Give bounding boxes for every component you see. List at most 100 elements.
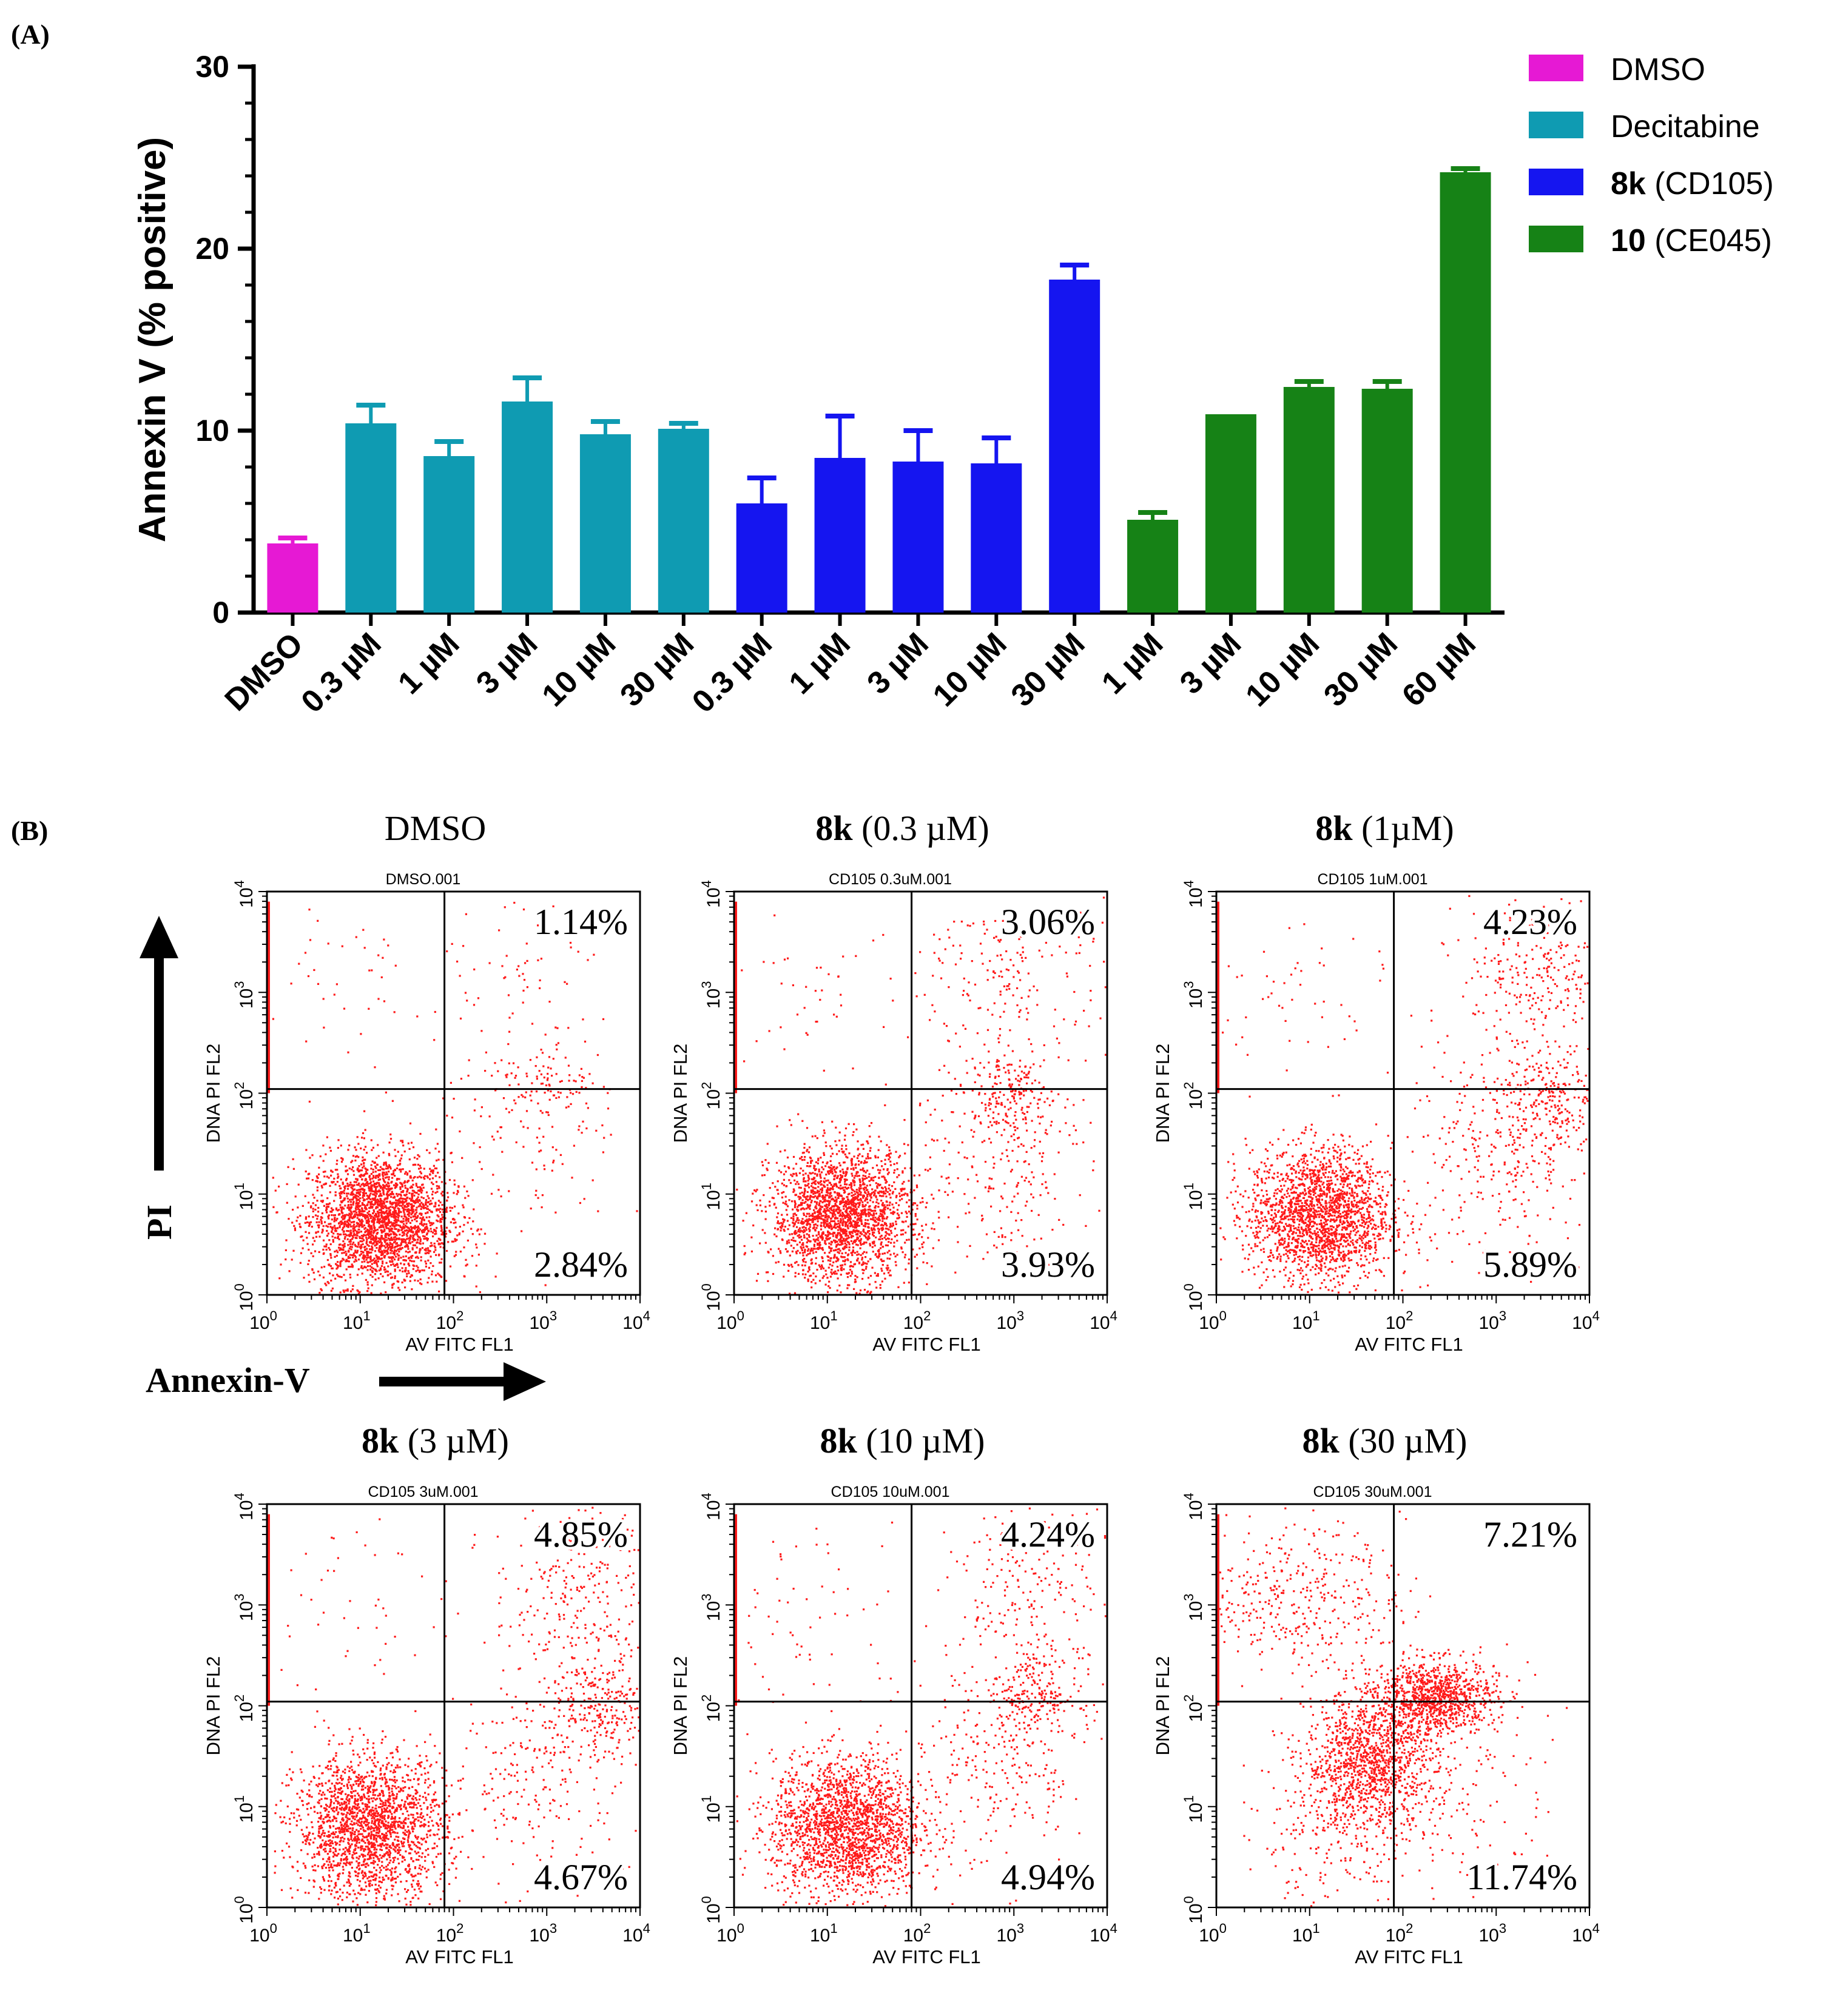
legend-swatch	[1529, 169, 1583, 195]
x-axis-title: AV FITC FL1	[405, 1334, 514, 1355]
tick-base: 10	[1186, 1500, 1206, 1520]
plot-file-name: DMSO.001	[386, 871, 461, 888]
tick-base: 10	[704, 1190, 724, 1210]
y-tick-label: 103	[1181, 1593, 1206, 1621]
bar	[1283, 387, 1335, 613]
tick-base: 10	[237, 887, 257, 907]
tick-base: 10	[704, 989, 724, 1009]
quadrant-percent-lower-right: 11.74%	[1466, 1857, 1577, 1897]
legend-swatch	[1529, 55, 1583, 81]
x-tick-label: 103	[529, 1308, 557, 1333]
flow-plot-3: 8k (1µM)CD105 1uM.0011001001011011021021…	[1152, 808, 1600, 1355]
y-tick-label: 102	[1181, 1695, 1206, 1722]
bar	[579, 434, 631, 613]
plot-file-name: CD105 3uM.001	[368, 1483, 478, 1500]
tick-exponent: 4	[1110, 1921, 1117, 1936]
tick-base: 10	[237, 1601, 257, 1621]
y-tick-label: 104	[699, 880, 724, 908]
panel-b-flow-plots: DMSODMSO.0011001001011011021021031031041…	[203, 808, 1600, 1967]
bar	[814, 458, 866, 613]
x-tick-label: 102	[436, 1921, 464, 1946]
tick-exponent: 2	[456, 1308, 463, 1323]
plot-frame	[266, 890, 641, 1296]
plot-title-rest: (30 µM)	[1340, 1421, 1468, 1460]
tick-base: 10	[996, 1313, 1016, 1333]
tick-base: 10	[704, 1903, 724, 1923]
bar	[892, 462, 944, 613]
tick-exponent: 1	[363, 1921, 370, 1936]
tick-exponent: 2	[1406, 1308, 1413, 1323]
tick-exponent: 2	[923, 1308, 931, 1323]
y-tick-label: 101	[1181, 1795, 1206, 1823]
tick-base: 10	[1186, 1803, 1206, 1823]
tick-base: 10	[622, 1313, 642, 1333]
tick-base: 10	[622, 1926, 642, 1946]
y-axis-title: DNA PI FL2	[203, 1044, 224, 1143]
tick-base: 10	[704, 1803, 724, 1823]
x-tick-label: 101	[810, 1308, 838, 1333]
x-tick-label: 0.3 µM	[295, 626, 388, 719]
tick-exponent: 0	[270, 1921, 277, 1936]
legend-bold: 8k	[1611, 166, 1646, 201]
y-tick-label: 101	[1181, 1183, 1206, 1211]
tick-base: 10	[237, 1500, 257, 1520]
y-tick-label: 0	[212, 596, 229, 630]
plot-title-rest: DMSO	[385, 808, 487, 848]
plot-frame	[1215, 890, 1591, 1296]
legend-text: DMSO	[1611, 52, 1705, 87]
flow-plot-6: 8k (30 µM)CD105 30uM.0011001001011011021…	[1152, 1421, 1600, 1967]
tick-exponent: 3	[232, 981, 247, 988]
tick-exponent: 1	[699, 1183, 714, 1190]
tick-base: 10	[903, 1313, 923, 1333]
bar	[736, 503, 787, 613]
x-tick-label: 100	[249, 1308, 277, 1333]
y-tick-label: 103	[232, 981, 257, 1009]
x-tick-label: 10 µM	[1239, 626, 1326, 713]
quadrant-percent-upper-right: 7.21%	[1483, 1514, 1577, 1554]
x-axis-title: AV FITC FL1	[872, 1334, 981, 1355]
x-tick-label: 60 µM	[1395, 626, 1483, 713]
x-tick-label: 100	[1199, 1921, 1227, 1946]
tick-base: 10	[237, 989, 257, 1009]
bar	[267, 543, 318, 613]
y-tick-label: 100	[232, 1283, 257, 1311]
tick-base: 10	[237, 1803, 257, 1823]
y-tick-label: 100	[232, 1896, 257, 1924]
tick-base: 10	[1199, 1313, 1219, 1333]
x-tick-label: 1 µM	[783, 626, 858, 701]
tick-base: 10	[704, 1500, 724, 1520]
tick-exponent: 0	[737, 1921, 744, 1936]
tick-exponent: 0	[232, 1896, 247, 1903]
tick-base: 10	[529, 1313, 549, 1333]
legend-swatch	[1529, 226, 1583, 252]
quadrant-percent-upper-right: 1.14%	[534, 902, 628, 942]
tick-exponent: 2	[456, 1921, 463, 1936]
bar	[1361, 389, 1413, 613]
y-tick-label: 104	[232, 1493, 257, 1520]
y-tick-label: 103	[1181, 981, 1206, 1009]
tick-base: 10	[343, 1926, 363, 1946]
tick-exponent: 2	[1406, 1921, 1413, 1936]
tick-base: 10	[810, 1926, 830, 1946]
tick-exponent: 3	[1017, 1308, 1024, 1323]
tick-base: 10	[1386, 1313, 1406, 1333]
panel-b-label: (B)	[11, 815, 48, 846]
quadrant-percent-upper-right: 3.06%	[1001, 902, 1095, 942]
tick-exponent: 3	[232, 1593, 247, 1601]
quadrant-percent-upper-right: 4.85%	[534, 1514, 628, 1554]
tick-exponent: 0	[232, 1283, 247, 1291]
legend-text: (CE045)	[1646, 223, 1772, 258]
tick-exponent: 3	[1499, 1308, 1506, 1323]
tick-exponent: 3	[1181, 1593, 1196, 1601]
x-tick-label: 104	[622, 1921, 650, 1946]
tick-exponent: 0	[270, 1308, 277, 1323]
x-tick-label: 102	[903, 1308, 931, 1333]
tick-base: 10	[1478, 1926, 1498, 1946]
quadrant-percent-lower-right: 3.93%	[1001, 1245, 1095, 1285]
x-tick-label: 10 µM	[535, 626, 622, 713]
x-tick-label: 102	[903, 1921, 931, 1946]
plot-title: 8k (3 µM)	[362, 1421, 509, 1460]
tick-exponent: 2	[699, 1082, 714, 1089]
plot-title-rest: (3 µM)	[399, 1421, 509, 1460]
